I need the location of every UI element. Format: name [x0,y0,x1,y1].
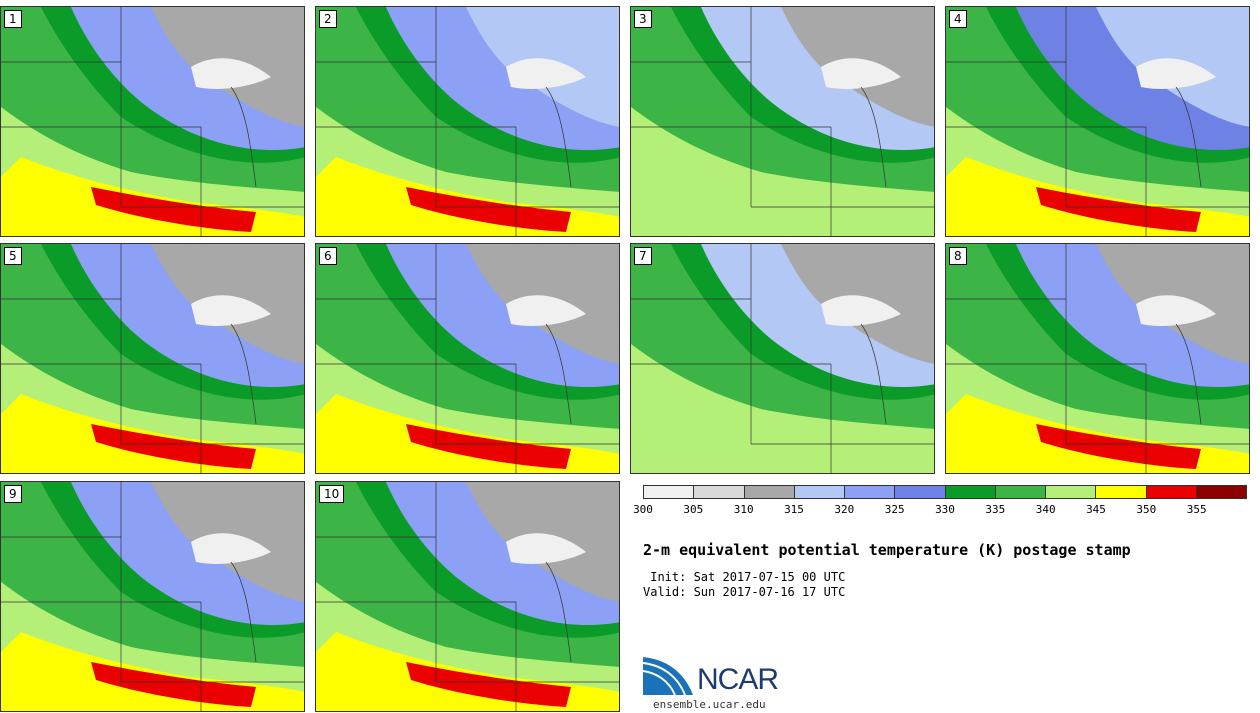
lake-band [191,58,271,89]
field-band [1036,424,1201,469]
ensemble-map-4 [946,7,1249,236]
colorbar-swatch [845,486,896,498]
stamp-label: 5 [4,247,22,265]
lake-band [506,533,586,564]
state-boundaries [631,7,934,236]
field-band [91,424,256,469]
stamp-label: 8 [949,247,967,265]
init-time: Init: Sat 2017-07-15 00 UTC [643,570,846,584]
field-band [1036,187,1201,232]
colorbar-swatch [1146,486,1197,498]
ensemble-map-3 [631,7,934,236]
field-band [406,424,571,469]
colorbar-tick-labels: 300 305 310 315 320 325 330 335 340 345 350 355 [633,503,1247,517]
stamp-3: 3 [630,6,935,237]
field-band [406,662,571,707]
colorbar-tick-label: 330 [935,503,955,516]
stamp-label: 9 [4,485,22,503]
colorbar-tick-label: 320 [834,503,855,516]
ensemble-map-6 [316,244,619,473]
lake-band [506,58,586,89]
ensemble-map-1 [1,7,304,236]
stamp-label: 7 [634,247,652,265]
colorbar-swatch [1096,486,1147,498]
ncar-logo-icon [643,657,693,696]
colorbar [643,485,1247,499]
stamp-6: 6 [315,243,620,474]
field-band [91,187,256,232]
stamp-label: 10 [319,485,345,503]
state-boundaries [1,7,304,236]
colorbar-swatch [744,486,795,498]
stamp-4: 4 [945,6,1250,237]
state-boundaries [946,7,1249,236]
ncar-logo-text: NCAR [697,663,779,696]
colorbar-swatch [945,486,996,498]
stamp-1: 1 [0,6,305,237]
lake-band [1136,58,1216,89]
state-boundaries [1,482,304,711]
colorbar-tick-label: 315 [784,503,804,516]
valid-time: Valid: Sun 2017-07-16 17 UTC [643,585,846,599]
stamp-label: 6 [319,247,337,265]
colorbar-tick-label: 345 [1086,503,1106,516]
field-band [91,662,256,707]
plot-title: 2-m equivalent potential temperature (K)… [643,541,1131,559]
stamp-label: 4 [949,10,967,28]
colorbar-swatch [1046,486,1097,498]
state-boundaries [316,482,619,711]
state-boundaries [316,7,619,236]
ensemble-map-9 [1,482,304,711]
colorbar-swatch [794,486,845,498]
colorbar-tick-label: 340 [1035,503,1056,516]
lake-band [1136,295,1216,326]
lake-band [191,533,271,564]
stamp-label: 1 [4,10,22,28]
colorbar-tick-label: 350 [1136,503,1157,516]
colorbar-swatch [644,486,695,498]
stamp-5: 5 [0,243,305,474]
lake-band [191,295,271,326]
state-boundaries [1,244,304,473]
colorbar-tick-label: 305 [683,503,704,516]
stamp-10: 10 [315,481,620,712]
ensemble-map-2 [316,7,619,236]
lake-band [821,295,901,326]
state-boundaries [631,244,934,473]
site-url[interactable]: ensemble.ucar.edu [653,698,766,711]
colorbar-tick-label: 300 [633,503,653,516]
field-band [631,344,934,473]
lake-band [821,58,901,89]
colorbar-tick-label: 310 [733,503,754,516]
stamp-label: 2 [319,10,337,28]
ensemble-map-8 [946,244,1249,473]
colorbar-tick-label: 355 [1186,503,1207,516]
colorbar-swatch [895,486,946,498]
stamp-8: 8 [945,243,1250,474]
stamp-7: 7 [630,243,935,474]
stamp-2: 2 [315,6,620,237]
lake-band [506,295,586,326]
colorbar-tick-label: 325 [884,503,905,516]
ensemble-map-5 [1,244,304,473]
state-boundaries [946,244,1249,473]
field-band [406,187,571,232]
state-boundaries [316,244,619,473]
field-band [631,107,934,236]
stamp-label: 3 [634,10,652,28]
colorbar-swatch [1196,486,1246,498]
colorbar-tick-label: 335 [985,503,1006,516]
ensemble-map-7 [631,244,934,473]
colorbar-swatch [995,486,1046,498]
ensemble-map-10 [316,482,619,711]
colorbar-swatch [694,486,745,498]
stamp-9: 9 [0,481,305,712]
